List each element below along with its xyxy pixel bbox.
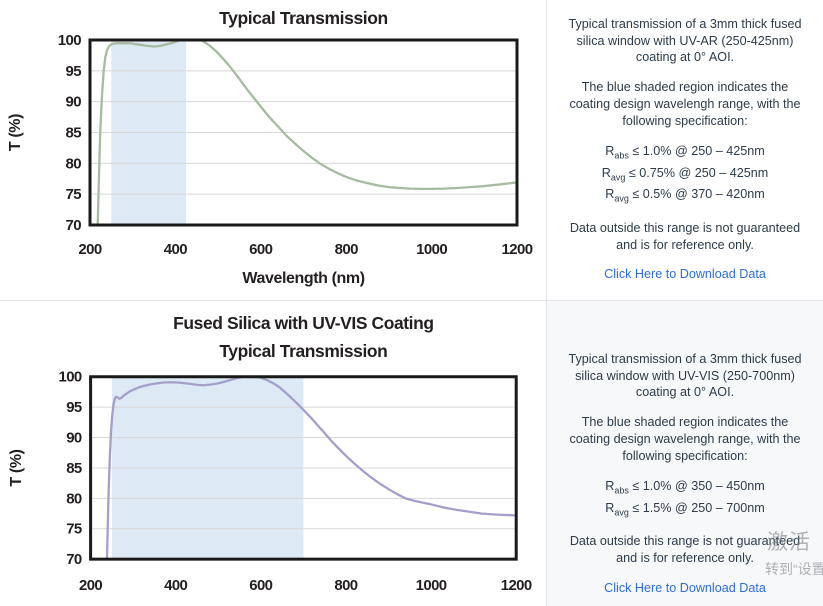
uvar-spec-list: Rabs ≤ 1.0% @ 250 – 425nm Ravg ≤ 0.75% @…: [560, 142, 810, 206]
y-tick-label: 85: [66, 125, 82, 142]
transmission-curve: [96, 39, 517, 226]
y-tick-label: 75: [66, 521, 82, 538]
spec-line: Rabs ≤ 1.0% @ 350 – 450nm: [605, 479, 765, 496]
y-tick-label: 90: [66, 94, 82, 111]
y-tick-label: 70: [66, 551, 82, 568]
y-axis-label: T (%): [8, 449, 25, 486]
x-tick-label: 600: [249, 241, 272, 258]
spec-line: Rabs ≤ 1.0% @ 250 – 425nm: [605, 144, 765, 161]
y-tick-label: 100: [58, 369, 81, 386]
uvar-chart-panel: Typical Transmission 200 400 600 800 1000 1200…: [0, 0, 546, 300]
x-tick-label: 200: [78, 241, 101, 258]
y-tick-label: 75: [66, 186, 82, 203]
uvvis-disclaimer: Data outside this range is not guarantee…: [569, 534, 801, 566]
x-tick-label: 200: [79, 577, 102, 594]
y-tick-label: 100: [58, 32, 81, 49]
uvar-download-data-link[interactable]: Click Here to Download Data: [604, 267, 766, 282]
y-tick-label: 85: [66, 460, 82, 477]
y-tick-label: 80: [66, 490, 82, 507]
chart-title: Typical Transmission: [219, 8, 388, 28]
y-tick-label: 95: [66, 399, 82, 416]
uvar-info-panel: Typical transmission of a 3mm thick fuse…: [546, 0, 823, 300]
x-tick-label: 1200: [501, 577, 532, 594]
uvar-shaded-region-note: The blue shaded region indicates the coa…: [569, 80, 801, 128]
chart-title: Typical Transmission: [219, 341, 387, 361]
spec-line: Ravg ≤ 0.75% @ 250 – 425nm: [601, 165, 769, 183]
y-tick-label: 80: [66, 155, 82, 172]
x-tick-label: 400: [164, 577, 187, 594]
x-tick-label: 800: [335, 241, 358, 258]
uvvis-transmission-chart: Fused Silica with UV-VIS Coating Typical …: [8, 313, 533, 594]
x-tick-label: 600: [249, 577, 272, 594]
uvvis-shaded-region-note: The blue shaded region indicates the coa…: [569, 415, 801, 463]
uvvis-download-data-link[interactable]: Click Here to Download Data: [604, 580, 766, 595]
plot-border: [89, 375, 518, 561]
x-tick-label: 1000: [416, 577, 447, 594]
x-tick-label: 1200: [502, 241, 533, 258]
uvar-transmission-chart: Typical Transmission 200 400 600 800 1000 1200…: [7, 8, 533, 287]
plot-border: [88, 38, 519, 227]
uvvis-description: Typical transmission of a 3mm thick fuse…: [568, 352, 802, 400]
x-axis-label: Wavelength (nm): [242, 270, 364, 287]
x-tick-label: 800: [334, 577, 357, 594]
uvvis-info-panel: Typical transmission of a 3mm thick fuse…: [546, 300, 823, 606]
y-axis-label: T (%): [7, 114, 24, 151]
uvar-disclaimer: Data outside this range is not guarantee…: [569, 220, 801, 252]
uvvis-chart-panel: Fused Silica with UV-VIS Coating Typical …: [0, 300, 546, 606]
x-tick-label: 400: [164, 241, 187, 258]
uvar-description: Typical transmission of a 3mm thick fuse…: [568, 17, 802, 65]
uvvis-spec-list: Rabs ≤ 1.0% @ 350 – 450nm Ravg ≤ 1.5% @ …: [560, 477, 810, 520]
x-tick-label: 1000: [416, 241, 447, 258]
spec-line: Ravg ≤ 1.5% @ 250 – 700nm: [605, 500, 765, 518]
y-tick-label: 95: [66, 63, 82, 80]
y-tick-label: 70: [66, 217, 82, 234]
y-tick-label: 90: [66, 430, 82, 447]
chart-title: Fused Silica with UV-VIS Coating: [173, 313, 433, 333]
spec-line: Ravg ≤ 0.5% @ 370 – 420nm: [605, 187, 765, 204]
